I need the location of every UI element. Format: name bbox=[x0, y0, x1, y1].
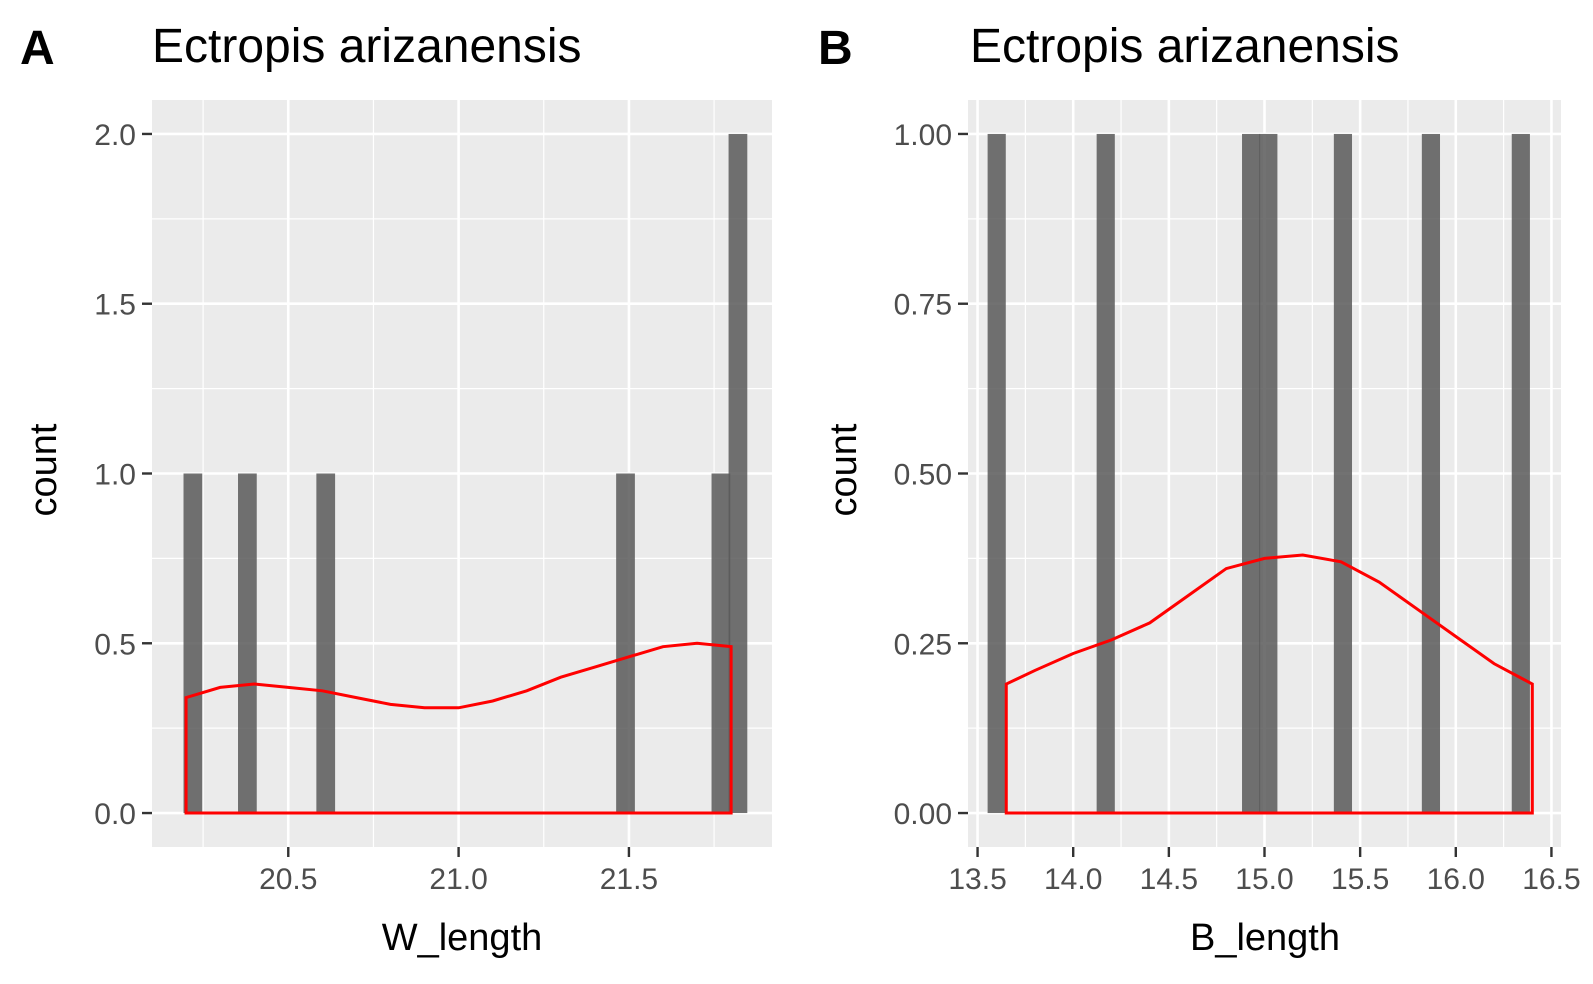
y-tick-label: 0.5 bbox=[94, 628, 136, 661]
x-tick-label: 21.0 bbox=[429, 863, 487, 896]
panel-b: B Ectropis arizanensis 0.00 0.25 0.50 0.75 1… bbox=[818, 20, 1581, 959]
y-tick-label: 0.50 bbox=[894, 459, 952, 492]
histogram-bar bbox=[1242, 133, 1261, 814]
panel-a-label: A bbox=[20, 22, 55, 75]
panel-b-axes: 0.00 0.25 0.50 0.75 1.00 13.5 14.0 14.5 15.0 15.5… bbox=[894, 119, 1581, 896]
panel-a: A Ectropis arizanensis 0.0 0.5 1.0 1.5 2.0 20… bbox=[20, 20, 772, 959]
histogram-bar bbox=[1421, 133, 1441, 814]
y-tick-label: 0.75 bbox=[894, 289, 952, 322]
panel-a-density-line bbox=[184, 641, 733, 815]
y-tick-label: 2.0 bbox=[94, 119, 136, 152]
histogram-bar bbox=[616, 473, 635, 814]
x-tick-label: 15.5 bbox=[1331, 863, 1389, 896]
panel-a-axes: 0.0 0.5 1.0 1.5 2.0 20.5 21.0 21.5 bbox=[94, 119, 658, 896]
histogram-bar bbox=[183, 473, 203, 814]
y-tick-label: 0.0 bbox=[94, 798, 136, 831]
y-tick-label: 0.25 bbox=[894, 628, 952, 661]
y-tick-label: 0.00 bbox=[894, 798, 952, 831]
x-tick-label: 20.5 bbox=[259, 863, 317, 896]
histogram-bar bbox=[728, 133, 748, 814]
x-tick-label: 15.0 bbox=[1235, 863, 1293, 896]
x-tick-label: 13.5 bbox=[948, 863, 1006, 896]
histogram-bar bbox=[711, 473, 731, 814]
panel-a-bars bbox=[183, 133, 748, 814]
histogram-bar bbox=[987, 133, 1006, 814]
y-tick-label: 1.5 bbox=[94, 289, 136, 322]
panel-b-y-axis-title: count bbox=[823, 423, 865, 516]
panel-a-title: Ectropis arizanensis bbox=[152, 20, 582, 73]
histogram-bar bbox=[316, 473, 336, 814]
y-tick-label: 1.0 bbox=[94, 459, 136, 492]
histogram-bar bbox=[1511, 133, 1530, 814]
panel-b-title: Ectropis arizanensis bbox=[970, 20, 1400, 73]
histogram-bar bbox=[1096, 133, 1115, 814]
histogram-bar bbox=[238, 473, 257, 814]
x-tick-label: 14.0 bbox=[1044, 863, 1102, 896]
panel-b-label: B bbox=[818, 22, 853, 75]
x-tick-label: 21.5 bbox=[600, 863, 658, 896]
x-tick-label: 16.0 bbox=[1427, 863, 1485, 896]
panel-a-y-axis-title: count bbox=[23, 423, 65, 516]
histogram-bar bbox=[1259, 133, 1278, 814]
x-tick-label: 14.5 bbox=[1140, 863, 1198, 896]
x-tick-label: 16.5 bbox=[1522, 863, 1580, 896]
panel-b-x-axis-title: B_length bbox=[1190, 917, 1340, 959]
y-tick-label: 1.00 bbox=[894, 119, 952, 152]
panel-a-x-axis-title: W_length bbox=[382, 917, 543, 959]
histogram-bar bbox=[1333, 133, 1353, 814]
panel-b-bars bbox=[987, 133, 1530, 814]
panel-b-density-line bbox=[1004, 553, 1534, 815]
